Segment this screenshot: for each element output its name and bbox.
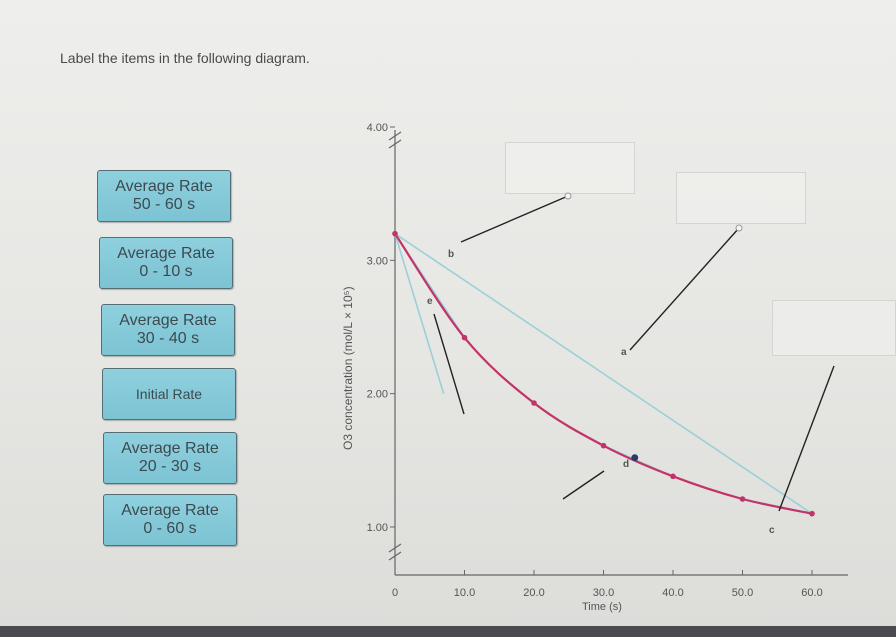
line-label-e: e [427,296,433,307]
line-label-c: c [769,525,775,536]
label-pointer-lines [433,192,835,512]
drop-target-c[interactable] [772,300,896,356]
tile-line1: Average Rate [119,312,217,329]
line-label-b: b [448,249,454,260]
concentration-curve [392,230,815,517]
y-tick-label: 3.00 [367,255,388,267]
data-point [631,454,639,462]
data-point [392,230,398,237]
data-point [809,510,815,517]
y-tick-label: 1.00 [367,522,388,534]
y-tick-label: 2.00 [367,389,388,401]
tile-average-rate-50-60[interactable]: Average Rate 50 - 60 s [97,170,231,222]
data-point [461,334,468,341]
tile-line2: 0 - 10 s [139,263,193,280]
x-tick-label: 10.0 [454,587,475,599]
pointer-end-b [564,192,572,200]
line-labels: a b c d e [427,249,775,536]
chart-axes: 1.00 2.00 3.00 4.00 0 10.0 20.0 30.0 40.0 50.0 60.… [367,122,848,599]
tile-average-rate-0-10[interactable]: Average Rate 0 - 10 s [99,237,233,289]
x-tick-label: 50.0 [732,587,753,599]
x-tick-label: 20.0 [523,587,544,599]
bottom-bar [0,626,896,637]
tile-line1: Average Rate [117,245,215,262]
y-axis-break-top [388,131,402,149]
y-axis-break-bottom [388,543,402,561]
question-prompt: Label the items in the following diagram… [60,50,310,66]
x-tick-label: 0 [392,587,398,599]
drop-target-a[interactable] [676,172,806,224]
tile-line1: Initial Rate [135,386,203,402]
x-tick-label: 60.0 [801,587,822,599]
x-tick-label: 30.0 [593,587,614,599]
tile-average-rate-0-60[interactable]: Average Rate 0 - 60 s [103,494,237,546]
pointer-end-a [735,224,743,232]
tile-line2: 30 - 40 s [136,330,200,347]
line-label-a: a [621,347,627,358]
tile-line2: 0 - 60 s [143,520,197,537]
pointer-e [433,313,465,415]
data-point [600,442,607,449]
data-point [531,400,537,406]
tile-average-rate-30-40[interactable]: Average Rate 30 - 40 s [101,304,235,356]
pointer-a [629,227,740,351]
tile-line1: Average Rate [121,440,219,457]
data-point [739,496,746,502]
tile-average-rate-20-30[interactable]: Average Rate 20 - 30 s [103,432,237,484]
tangent-line-e [394,233,445,394]
tile-initial-rate[interactable]: Initial Rate [102,368,236,420]
tile-line2: 20 - 30 s [138,458,202,475]
tile-line2: 50 - 60 s [132,196,196,213]
pointer-d [562,470,605,500]
pointer-c [778,365,835,512]
data-point [670,473,676,480]
x-tick-label: 40.0 [662,587,683,599]
x-axis-label: Time (s) [582,601,622,613]
y-axis-label: O3 concentration (mol/L × 10⁵) [341,286,355,450]
line-label-d: d [623,459,629,470]
pointer-b [460,195,569,243]
tangent-line-a [394,233,813,515]
y-tick-label: 4.00 [367,122,388,134]
tile-line1: Average Rate [121,502,219,519]
tile-line1: Average Rate [115,178,213,195]
